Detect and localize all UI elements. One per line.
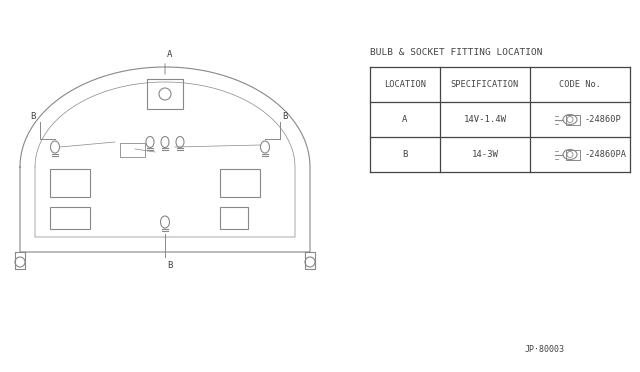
Text: B: B: [282, 112, 288, 121]
Text: 14V-1.4W: 14V-1.4W: [463, 115, 506, 124]
Text: A: A: [403, 115, 408, 124]
Text: B: B: [167, 261, 172, 270]
Text: LOCATION: LOCATION: [384, 80, 426, 89]
Bar: [566, 115, 580, 125]
Text: B: B: [30, 112, 36, 121]
Text: 14-3W: 14-3W: [472, 150, 499, 159]
Text: A: A: [167, 50, 172, 59]
Bar: [220, 207, 248, 229]
Bar: [120, 143, 145, 157]
Bar: [220, 169, 260, 197]
Text: B: B: [403, 150, 408, 159]
Bar: [50, 169, 90, 197]
Text: CODE No.: CODE No.: [559, 80, 601, 89]
Text: BULB & SOCKET FITTING LOCATION: BULB & SOCKET FITTING LOCATION: [370, 48, 543, 57]
Text: SPECIFICATION: SPECIFICATION: [451, 80, 519, 89]
Text: -24860PA: -24860PA: [585, 150, 627, 159]
Bar: [147, 79, 183, 109]
Bar: [50, 207, 90, 229]
Text: JP·80003: JP·80003: [525, 345, 565, 354]
Bar: [566, 150, 580, 160]
Text: -24860P: -24860P: [585, 115, 621, 124]
